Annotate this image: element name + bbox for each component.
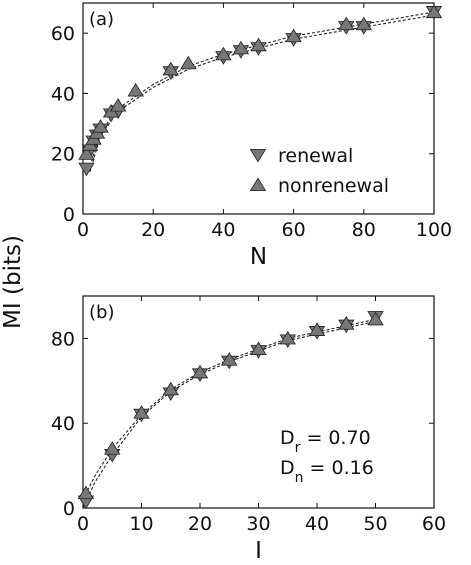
x-tick-label: 100 <box>416 219 452 241</box>
nonrenewal-point <box>92 119 109 133</box>
y-tick-label: 40 <box>51 83 75 105</box>
nonrenewal-point <box>215 46 232 61</box>
x-tick-label: 10 <box>129 513 153 535</box>
x-axis-label: N <box>250 244 267 270</box>
x-tick-label: 60 <box>282 219 306 241</box>
x-tick-label: 30 <box>246 513 270 535</box>
nonrenewal-point <box>250 37 267 52</box>
nonrenewal-point <box>279 330 296 345</box>
x-axis-label: I <box>255 538 262 564</box>
x-tick-label: 80 <box>352 219 376 241</box>
nonrenewal-point <box>338 16 355 31</box>
nonrenewal-point <box>250 341 267 356</box>
y-tick-label: 20 <box>51 144 75 166</box>
y-tick-label: 80 <box>51 328 75 350</box>
panel-label: (a) <box>89 9 114 30</box>
x-tick-label: 60 <box>422 513 446 535</box>
nonrenewal-point <box>285 28 302 43</box>
nonrenewal-point <box>162 381 179 396</box>
x-tick-label: 20 <box>188 513 212 535</box>
nonrenewal-point <box>133 405 150 419</box>
fit-curve <box>89 11 435 166</box>
legend-renewal-marker <box>249 148 267 163</box>
legend-renewal-label: renewal <box>278 145 353 167</box>
y-tick-label: 60 <box>51 23 75 45</box>
x-tick-label: 0 <box>77 219 89 241</box>
y-axis-label: MI (bits) <box>0 235 26 329</box>
x-tick-label: 20 <box>141 219 165 241</box>
legend-nonrenewal-label: nonrenewal <box>278 175 389 197</box>
x-tick-label: 40 <box>211 219 235 241</box>
y-tick-label: 0 <box>63 204 75 226</box>
x-tick-label: 50 <box>363 513 387 535</box>
nonrenewal-point <box>180 55 197 70</box>
nonrenewal-point <box>162 61 179 76</box>
nonrenewal-point <box>78 146 95 160</box>
legend: renewal nonrenewal <box>249 145 389 197</box>
nonrenewal-point <box>77 485 95 500</box>
annotation: Dn = 0.16 <box>280 457 374 486</box>
plot-frame <box>82 2 435 215</box>
renewal-point <box>78 162 95 177</box>
fit-curve <box>82 320 376 509</box>
nonrenewal-point <box>367 311 384 326</box>
nonrenewal-point <box>104 441 121 455</box>
y-tick-label: 40 <box>51 413 75 435</box>
nonrenewal-point <box>127 82 144 97</box>
nonrenewal-point <box>221 352 238 366</box>
legend-nonrenewal-marker <box>249 177 267 192</box>
nonrenewal-point <box>355 16 373 31</box>
x-tick-label: 40 <box>305 513 329 535</box>
plot-frame <box>82 295 435 509</box>
nonrenewal-point <box>109 97 127 112</box>
annotation: Dr = 0.70 <box>280 427 371 456</box>
x-tick-label: 0 <box>77 513 89 535</box>
nonrenewal-point <box>308 322 326 336</box>
nonrenewal-point <box>232 40 250 55</box>
nonrenewal-point <box>425 4 443 19</box>
nonrenewal-point <box>191 364 209 379</box>
y-tick-label: 0 <box>63 498 75 520</box>
nonrenewal-point <box>338 316 355 330</box>
panel-label: (b) <box>89 302 114 323</box>
